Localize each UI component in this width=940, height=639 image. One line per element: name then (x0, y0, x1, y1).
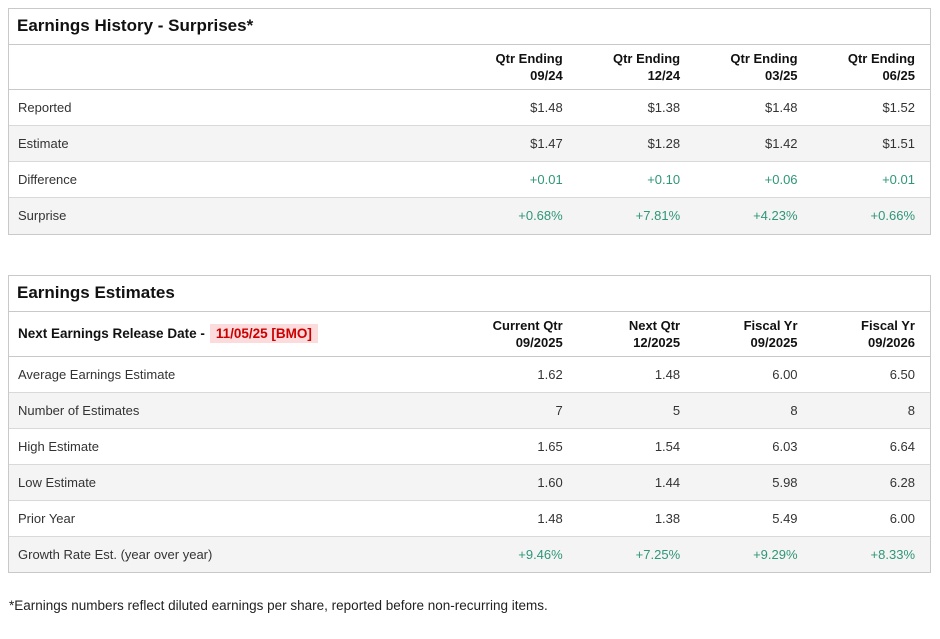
column-header-line1: Current Qtr (492, 317, 563, 333)
cell-value: $1.51 (812, 125, 930, 162)
cell-value: +9.46% (518, 546, 563, 562)
cell-value: +7.25% (635, 546, 681, 562)
cell-value: $1.48 (460, 89, 578, 126)
cell-value: +0.01 (812, 161, 930, 198)
column-header-line2: 09/24 (530, 68, 563, 83)
earnings-estimates-card: Earnings Estimates Next Earnings Release… (8, 274, 931, 573)
cell-value: +0.01 (460, 161, 578, 198)
column-header-qtr-0325: Qtr Ending 03/25 (695, 45, 813, 90)
cell-value: +0.10 (577, 161, 696, 198)
row-label: Growth Rate Est. (year over year) (18, 546, 213, 562)
cell-value: 1.48 (577, 356, 696, 393)
earnings-estimates-title: Earnings Estimates (9, 276, 930, 312)
cell-value: 6.28 (812, 464, 930, 501)
cell-value: 5.49 (695, 500, 813, 537)
cell-value: +9.29% (753, 546, 798, 562)
cell-value: $1.52 (812, 89, 930, 126)
cell-value: 1.54 (577, 428, 696, 465)
column-header-fiscal-yr-2026: Fiscal Yr 09/2026 (812, 311, 930, 357)
earnings-history-header-row: Qtr Ending 09/24 Qtr Ending 12/24 Qtr En… (9, 45, 930, 90)
earnings-history-card: Earnings History - Surprises* Qtr Ending… (8, 8, 931, 235)
cell-value: 7 (460, 392, 578, 429)
table-row-estimate: Estimate $1.47 $1.28 $1.42 $1.51 (9, 125, 930, 162)
column-header-line1: Fiscal Yr (743, 317, 798, 333)
column-header-line2: 03/25 (765, 68, 798, 83)
table-row-difference: Difference +0.01 +0.10 +0.06 +0.01 (9, 161, 930, 198)
table-row-high-estimate: High Estimate 1.65 1.54 6.03 6.64 (9, 428, 930, 465)
earnings-history-title: Earnings History - Surprises* (9, 9, 930, 45)
cell-value: +0.68% (518, 208, 563, 224)
column-header-line2: 09/2025 (750, 334, 798, 350)
table-row-prior-year: Prior Year 1.48 1.38 5.49 6.00 (9, 500, 930, 537)
cell-value: 6.00 (695, 356, 813, 393)
column-header-line1: Next Qtr (628, 317, 681, 333)
table-row-low-estimate: Low Estimate 1.60 1.44 5.98 6.28 (9, 464, 930, 501)
row-label: Number of Estimates (9, 392, 461, 429)
cell-value: 6.50 (812, 356, 930, 393)
row-label: Difference (9, 161, 461, 198)
cell-value: +0.66% (870, 208, 915, 224)
cell-value: 8 (812, 392, 930, 429)
column-header-next-qtr: Next Qtr 12/2025 (577, 311, 696, 357)
row-label: Low Estimate (9, 464, 461, 501)
column-header-line1: Qtr Ending (847, 51, 915, 66)
row-label: Average Earnings Estimate (9, 356, 461, 393)
column-header-line1: Qtr Ending (612, 51, 681, 66)
earnings-footnote: *Earnings numbers reflect diluted earnin… (9, 598, 548, 613)
cell-value: $1.38 (577, 89, 696, 126)
column-header-line2: 09/2026 (868, 334, 915, 350)
release-date-label: Next Earnings Release Date - (18, 326, 205, 341)
column-header-line2: 12/2025 (633, 334, 681, 350)
cell-value: 6.03 (695, 428, 813, 465)
cell-value: +0.06 (695, 161, 813, 198)
row-label: Reported (9, 89, 461, 126)
row-label: Surprise (18, 208, 67, 224)
column-header-line1: Qtr Ending (495, 51, 563, 66)
cell-value: 1.65 (460, 428, 578, 465)
header-spacer (9, 45, 461, 90)
release-date-badge: 11/05/25 [BMO] (209, 324, 318, 343)
cell-value: 5 (577, 392, 696, 429)
column-header-line2: 09/2025 (515, 334, 563, 350)
cell-value: 1.38 (577, 500, 696, 537)
table-row-average-estimate: Average Earnings Estimate 1.62 1.48 6.00… (9, 356, 930, 393)
column-header-qtr-0625: Qtr Ending 06/25 (812, 45, 930, 90)
column-header-qtr-1224: Qtr Ending 12/24 (577, 45, 696, 90)
cell-value: $1.42 (695, 125, 813, 162)
cell-value: 8 (695, 392, 813, 429)
cell-value: $1.28 (577, 125, 696, 162)
cell-value: $1.48 (695, 89, 813, 126)
cell-value: +4.23% (753, 208, 798, 224)
cell-value: 6.64 (812, 428, 930, 465)
earnings-estimates-header-row: Next Earnings Release Date - 11/05/25 [BM… (9, 311, 930, 357)
column-header-current-qtr: Current Qtr 09/2025 (460, 311, 578, 357)
table-row-growth-rate: Growth Rate Est. (year over year) +9.46%… (9, 536, 930, 572)
cell-value: 1.48 (460, 500, 578, 537)
row-label: Prior Year (9, 500, 461, 537)
cell-value: 1.60 (460, 464, 578, 501)
cell-value: $1.47 (460, 125, 578, 162)
cell-value: 1.44 (577, 464, 696, 501)
table-row-surprise: Surprise +0.68% +7.81% +4.23% +0.66% (9, 197, 930, 234)
table-row-reported: Reported $1.48 $1.38 $1.48 $1.52 (9, 89, 930, 126)
column-header-fiscal-yr-2025: Fiscal Yr 09/2025 (695, 311, 813, 357)
column-header-line2: 06/25 (882, 68, 915, 83)
column-header-qtr-0924: Qtr Ending 09/24 (460, 45, 578, 90)
cell-value: +7.81% (635, 208, 681, 224)
cell-value: 5.98 (695, 464, 813, 501)
table-row-number-of-estimates: Number of Estimates 7 5 8 8 (9, 392, 930, 429)
column-header-line1: Qtr Ending (730, 51, 798, 66)
column-header-line2: 12/24 (647, 68, 681, 83)
earnings-history-table: Qtr Ending 09/24 Qtr Ending 12/24 Qtr En… (9, 45, 930, 234)
row-label: High Estimate (9, 428, 461, 465)
cell-value: 6.00 (812, 500, 930, 537)
next-earnings-release: Next Earnings Release Date - 11/05/25 [BM… (9, 311, 461, 357)
cell-value: 1.62 (460, 356, 578, 393)
row-label: Estimate (9, 125, 461, 162)
cell-value: +8.33% (870, 546, 915, 562)
column-header-line1: Fiscal Yr (861, 317, 915, 333)
earnings-estimates-table: Next Earnings Release Date - 11/05/25 [BM… (9, 311, 930, 572)
